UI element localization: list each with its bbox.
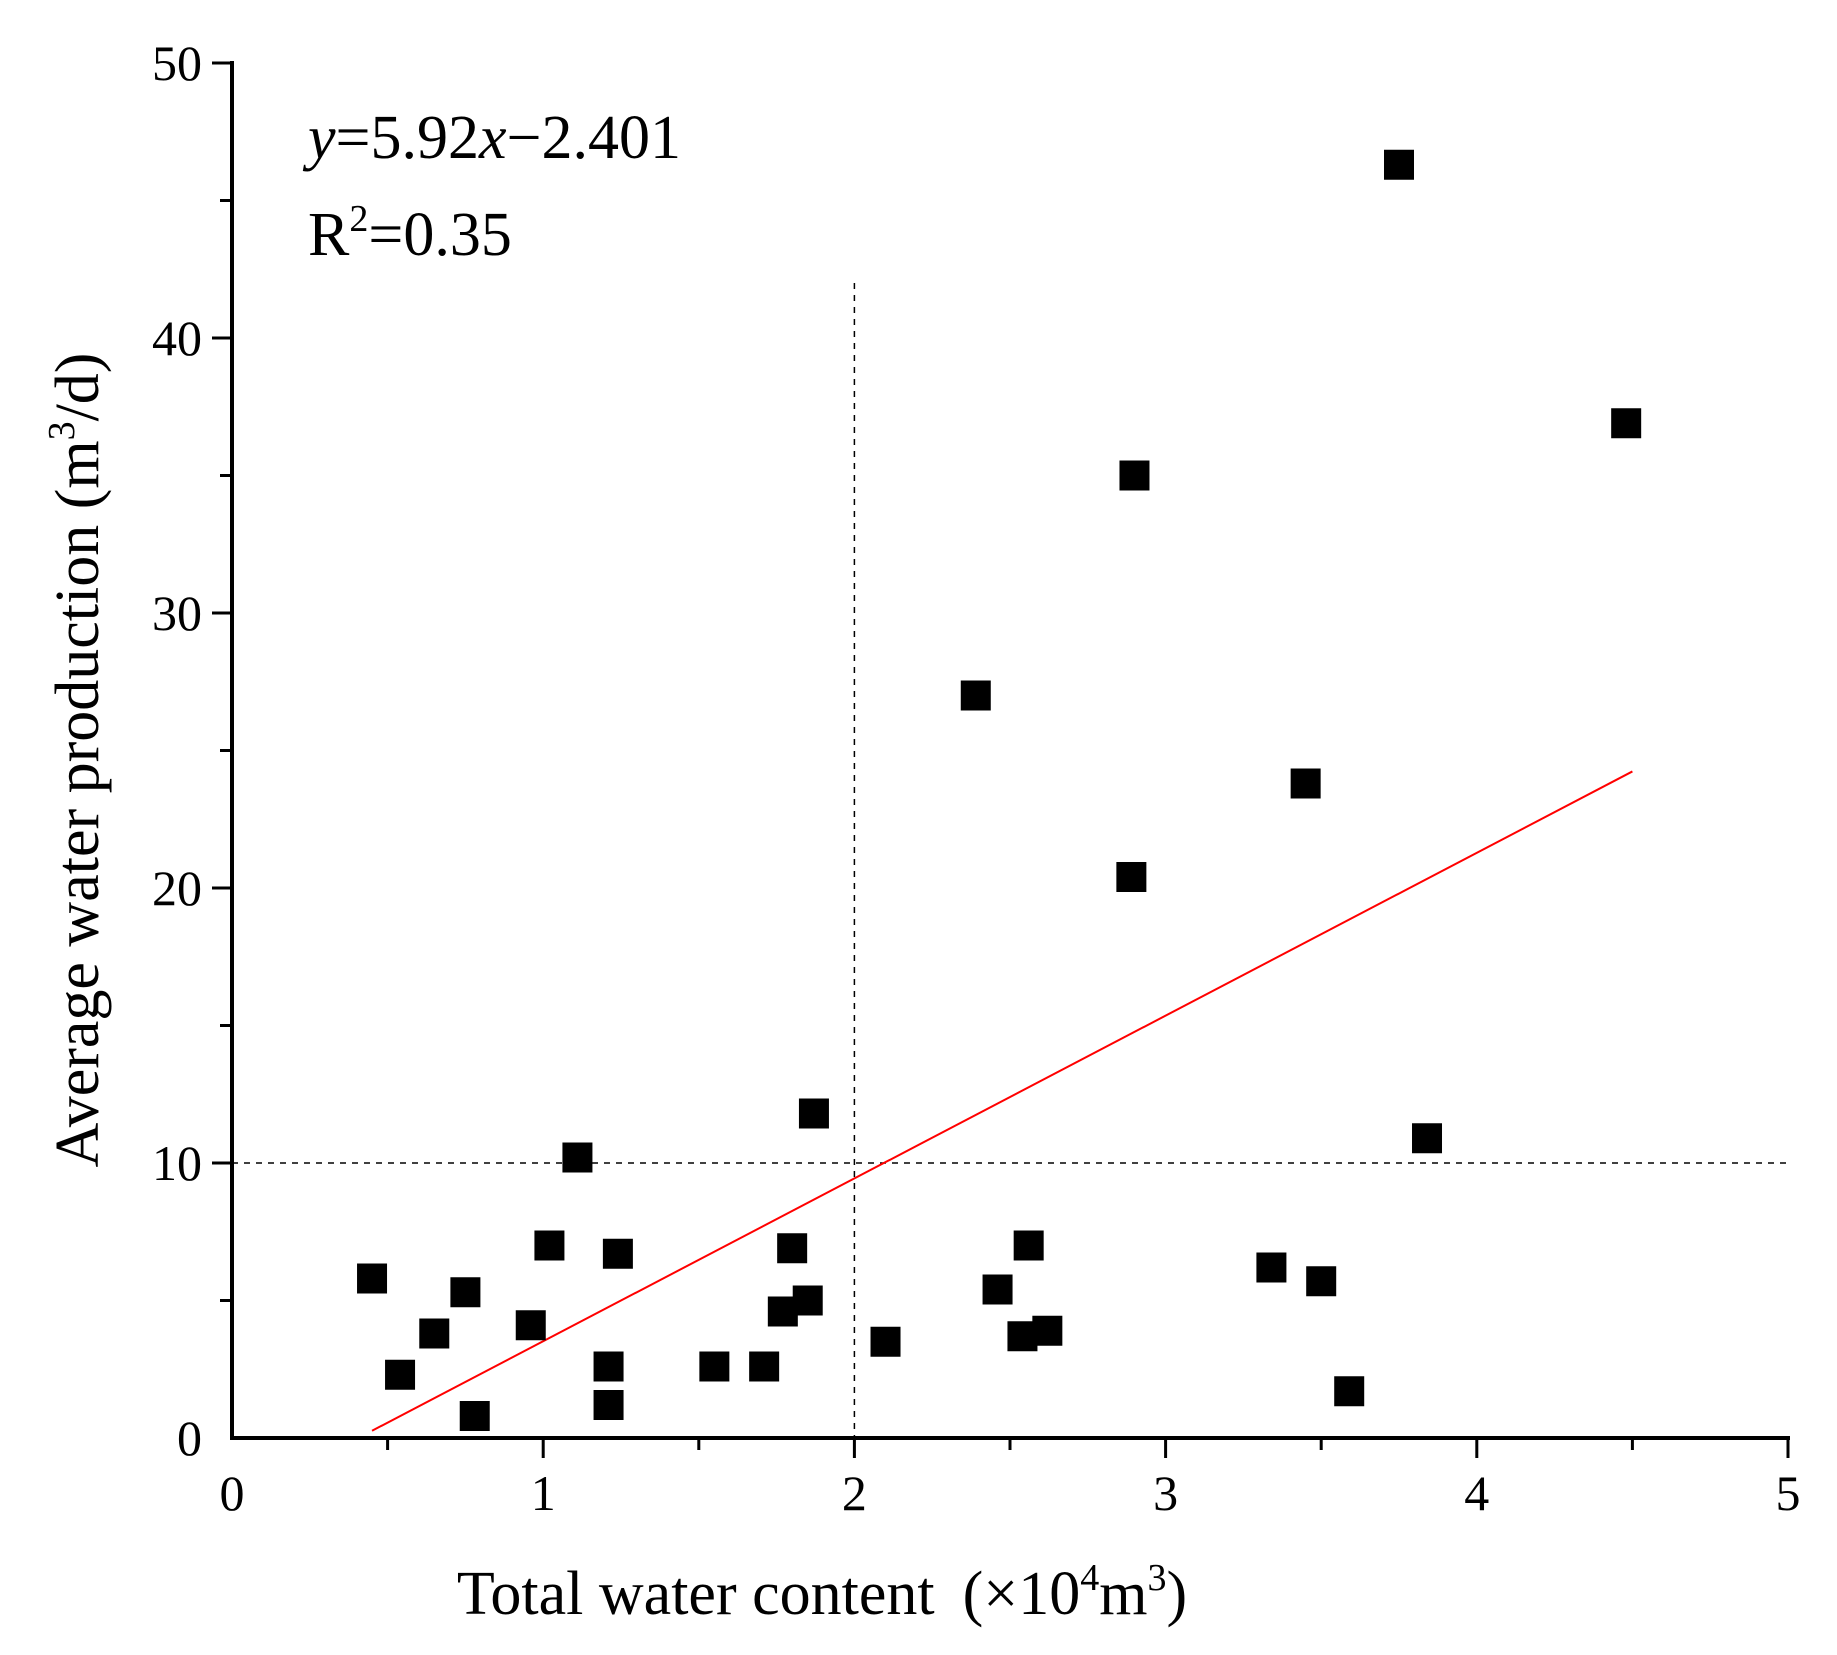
x-axis-unit-prefix: (×10 bbox=[963, 1560, 1081, 1628]
data-point bbox=[699, 1351, 730, 1382]
y-axis-title-text: Average water production (m bbox=[44, 440, 112, 1167]
r-squared-exponent: 2 bbox=[349, 198, 368, 240]
data-point bbox=[593, 1390, 624, 1420]
data-point bbox=[1013, 1230, 1044, 1261]
data-point bbox=[562, 1142, 593, 1173]
r-squared-value: =0.35 bbox=[368, 201, 511, 269]
x-tick-label: 1 bbox=[531, 1465, 556, 1521]
data-point bbox=[602, 1238, 633, 1269]
data-point bbox=[1611, 408, 1642, 439]
data-point bbox=[960, 680, 991, 711]
data-point bbox=[357, 1263, 388, 1294]
x-axis-unit-mid: m bbox=[1099, 1560, 1147, 1628]
x-axis-unit-exp2: 3 bbox=[1147, 1557, 1166, 1599]
data-point bbox=[1256, 1252, 1287, 1283]
x-axis-title-text: Total water content bbox=[457, 1560, 935, 1628]
data-point bbox=[749, 1351, 780, 1382]
x-axis-unit-suffix: ) bbox=[1166, 1560, 1187, 1628]
x-tick-label: 2 bbox=[842, 1465, 867, 1521]
r-squared-label: R2=0.35 bbox=[308, 198, 512, 269]
data-point bbox=[798, 1098, 829, 1129]
data-point bbox=[1334, 1376, 1365, 1407]
data-point bbox=[777, 1233, 808, 1264]
x-axis-title: Total water content (×104m3) bbox=[457, 1557, 1187, 1628]
r-squared-r: R bbox=[308, 201, 350, 269]
y-tick-label: 20 bbox=[152, 860, 202, 916]
data-point bbox=[1384, 149, 1414, 180]
x-tick-label: 4 bbox=[1464, 1465, 1489, 1521]
data-point bbox=[1119, 460, 1150, 491]
data-point bbox=[982, 1274, 1013, 1305]
reference-lines bbox=[232, 283, 1788, 1438]
x-tick-label: 0 bbox=[220, 1465, 245, 1521]
y-tick-label: 0 bbox=[177, 1410, 202, 1466]
data-point bbox=[515, 1310, 546, 1341]
x-tick-label: 5 bbox=[1776, 1465, 1801, 1521]
data-point bbox=[1412, 1123, 1443, 1154]
fit-equation: y=5.92x−2.401 bbox=[302, 104, 681, 172]
fit-line-group bbox=[371, 770, 1633, 1432]
equation-part2: −2.401 bbox=[507, 104, 681, 172]
y-axis-unit-suffix: /d) bbox=[44, 353, 112, 422]
data-point bbox=[1032, 1315, 1063, 1346]
data-point bbox=[1306, 1266, 1337, 1297]
x-tick-label: 3 bbox=[1153, 1465, 1178, 1521]
data-point bbox=[450, 1277, 481, 1308]
equation-part1: =5.92 bbox=[336, 104, 479, 172]
data-point bbox=[870, 1326, 901, 1357]
data-point bbox=[534, 1230, 565, 1261]
y-tick-label: 50 bbox=[152, 35, 202, 91]
data-point bbox=[593, 1351, 624, 1382]
data-point bbox=[385, 1359, 416, 1390]
data-point bbox=[459, 1401, 490, 1431]
y-axis-title: Average water production (m3/d) bbox=[41, 353, 112, 1168]
y-axis-unit-exp: 3 bbox=[41, 421, 83, 440]
y-tick-label: 40 bbox=[152, 310, 202, 366]
data-point bbox=[1290, 768, 1321, 799]
x-axis-unit-exp1: 4 bbox=[1080, 1557, 1099, 1599]
y-tick-label: 10 bbox=[152, 1135, 202, 1191]
data-point bbox=[1116, 862, 1147, 892]
equation-x: x bbox=[478, 104, 507, 172]
y-tick-label: 30 bbox=[152, 585, 202, 641]
equation-y: y bbox=[302, 104, 336, 172]
fit-line bbox=[371, 770, 1633, 1432]
data-point bbox=[792, 1285, 823, 1316]
data-points bbox=[357, 149, 1642, 1431]
data-point bbox=[419, 1318, 450, 1349]
